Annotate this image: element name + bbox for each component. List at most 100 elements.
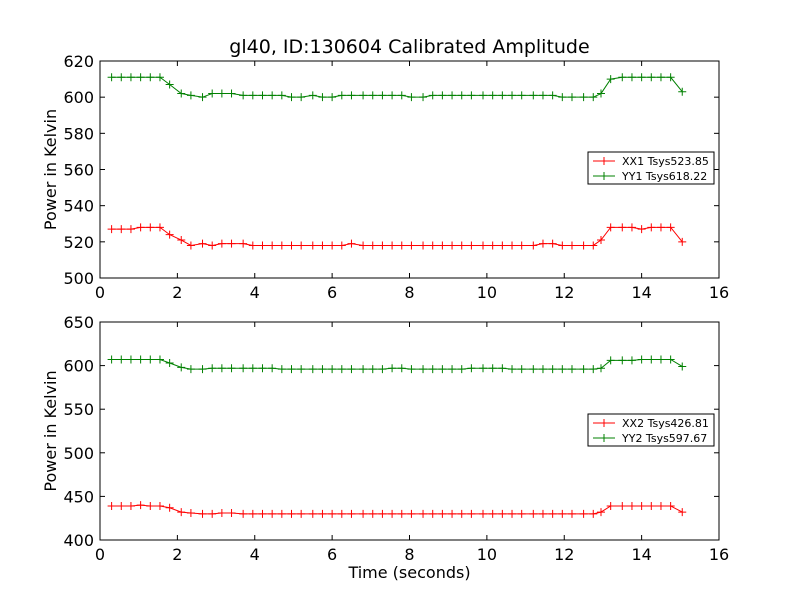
data-point <box>347 239 356 248</box>
data-point <box>308 91 317 100</box>
data-point <box>337 365 346 374</box>
x-tick-label: 16 <box>709 283 729 302</box>
data-point <box>589 365 598 374</box>
data-point <box>388 509 397 518</box>
data-point <box>117 225 126 234</box>
data-point <box>579 241 588 250</box>
data-point <box>488 364 497 373</box>
data-point <box>666 73 675 82</box>
data-point <box>637 225 646 234</box>
data-point <box>126 225 135 234</box>
data-point <box>558 365 567 374</box>
legend-swatch-marker <box>600 157 608 165</box>
data-point <box>337 509 346 518</box>
data-point <box>428 91 437 100</box>
x-tick-label: 4 <box>250 283 260 302</box>
x-tick-label: 10 <box>477 545 497 564</box>
legend: XX2 Tsys426.81 YY2 Tsys597.67 <box>587 413 715 447</box>
data-point <box>258 91 267 100</box>
data-point <box>428 241 437 250</box>
data-point <box>136 501 145 510</box>
data-point <box>618 501 627 510</box>
data-point <box>606 501 615 510</box>
data-point <box>136 223 145 232</box>
data-point <box>217 89 226 98</box>
x-tick-label: 2 <box>172 545 182 564</box>
data-point <box>217 508 226 517</box>
x-tick-label: 14 <box>631 545 651 564</box>
data-point <box>647 355 656 364</box>
x-tick-label: 0 <box>95 283 105 302</box>
data-point <box>567 509 576 518</box>
data-point <box>479 364 488 373</box>
data-point <box>647 223 656 232</box>
data-point <box>538 239 547 248</box>
data-point <box>318 509 327 518</box>
y-axis-label: Power in Kelvin <box>41 370 60 491</box>
data-point <box>457 509 466 518</box>
data-point <box>627 501 636 510</box>
data-point <box>397 241 406 250</box>
data-point <box>368 365 377 374</box>
data-point <box>438 91 447 100</box>
data-point <box>579 365 588 374</box>
data-point <box>627 356 636 365</box>
data-point <box>186 91 195 100</box>
data-point <box>155 223 164 232</box>
data-point <box>227 364 236 373</box>
x-tick-label: 14 <box>631 283 651 302</box>
data-point <box>538 509 547 518</box>
data-point <box>359 509 368 518</box>
data-point <box>538 365 547 374</box>
data-point <box>165 358 174 367</box>
data-point <box>297 241 306 250</box>
data-point <box>208 364 217 373</box>
data-point <box>126 355 135 364</box>
data-point <box>117 73 126 82</box>
data-point <box>328 241 337 250</box>
data-point <box>666 501 675 510</box>
data-point <box>107 73 116 82</box>
data-point <box>419 509 428 518</box>
data-point <box>508 91 517 100</box>
data-point <box>146 355 155 364</box>
series-line <box>111 76 683 98</box>
x-tick-label: 8 <box>404 283 414 302</box>
data-point <box>287 93 296 102</box>
data-point <box>558 93 567 102</box>
data-point <box>448 509 457 518</box>
data-point <box>467 91 476 100</box>
y-tick-label: 540 <box>63 197 94 216</box>
y-tick-label: 500 <box>63 269 94 288</box>
data-point <box>407 509 416 518</box>
series-2 <box>107 73 687 102</box>
data-point <box>368 241 377 250</box>
data-point <box>107 355 116 364</box>
data-point <box>165 80 174 89</box>
y-tick-label: 600 <box>63 88 94 107</box>
data-point <box>529 91 538 100</box>
data-point <box>177 363 186 372</box>
y-tick-label: 450 <box>63 487 94 506</box>
data-point <box>666 223 675 232</box>
data-point <box>678 87 687 96</box>
x-tick-label: 0 <box>95 545 105 564</box>
legend-label: XX1 Tsys523.85 <box>622 155 709 168</box>
data-point <box>589 241 598 250</box>
data-point <box>186 241 195 250</box>
data-point <box>268 241 277 250</box>
data-point <box>117 501 126 510</box>
data-point <box>277 365 286 374</box>
y-tick-label: 600 <box>63 357 94 376</box>
data-point <box>198 93 207 102</box>
data-point <box>248 364 257 373</box>
data-point <box>488 91 497 100</box>
data-point <box>529 365 538 374</box>
data-point <box>678 362 687 371</box>
data-point <box>177 508 186 517</box>
data-point <box>467 241 476 250</box>
data-point <box>146 223 155 232</box>
data-point <box>567 365 576 374</box>
data-point <box>579 509 588 518</box>
